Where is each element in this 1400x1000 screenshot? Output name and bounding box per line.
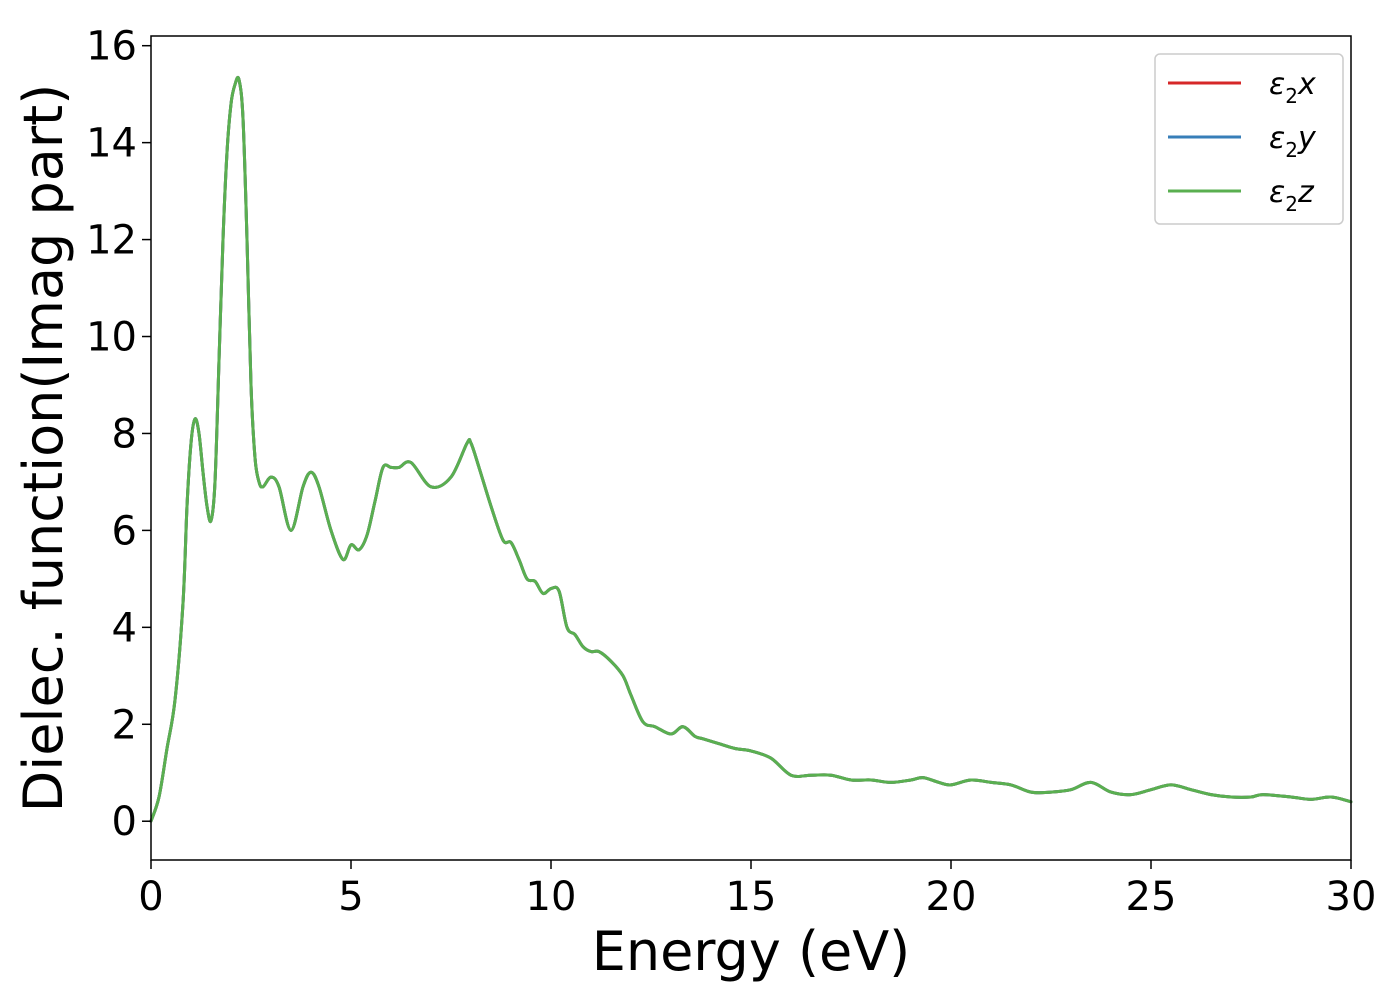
y-tick-label: 14 — [86, 121, 137, 167]
legend-label-y: ε2y — [1269, 121, 1317, 162]
y-tick-label: 6 — [112, 508, 137, 554]
y-tick-label: 16 — [86, 24, 137, 70]
x-tick-label: 20 — [926, 874, 977, 920]
legend-box — [1154, 53, 1344, 225]
y-axis-label: Dielec. function(Imag part) — [12, 84, 75, 813]
y-tick-label: 12 — [86, 218, 137, 264]
x-tick-label: 30 — [1326, 874, 1377, 920]
legend: ε2x ε2y ε2z — [1154, 53, 1344, 225]
x-tick-label: 10 — [526, 874, 577, 920]
x-tick-label: 15 — [726, 874, 777, 920]
x-tick-label: 5 — [338, 874, 363, 920]
y-tick-label: 0 — [112, 799, 137, 845]
y-tick-label: 2 — [112, 702, 137, 748]
legend-label-x: ε2x — [1269, 67, 1316, 108]
y-tick-label: 10 — [86, 315, 137, 361]
x-tick-label: 25 — [1126, 874, 1177, 920]
legend-label-z: ε2z — [1269, 175, 1315, 216]
x-axis-label: Energy (eV) — [592, 920, 911, 983]
y-tick-label: 4 — [112, 605, 137, 651]
y-tick-label: 8 — [112, 411, 137, 457]
x-tick-label: 0 — [138, 874, 163, 920]
series-line-z — [149, 75, 1353, 823]
